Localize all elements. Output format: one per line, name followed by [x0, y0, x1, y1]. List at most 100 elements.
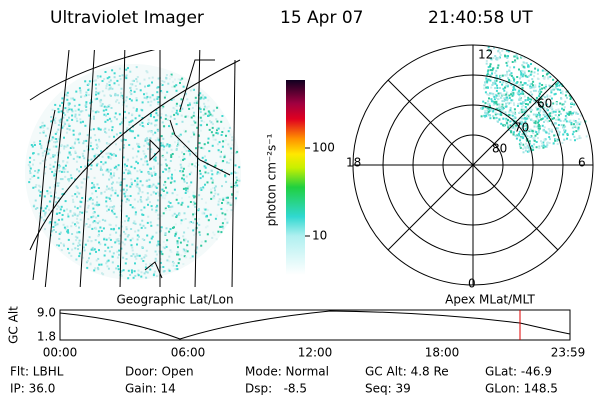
speckle [206, 233, 209, 236]
speckle [150, 205, 153, 208]
speckle [65, 94, 68, 97]
speckle [227, 143, 230, 146]
speckle [156, 199, 159, 202]
speckle [537, 107, 540, 110]
speckle [507, 60, 510, 63]
speckle [536, 113, 539, 116]
speckle [92, 110, 95, 113]
speckle [496, 107, 499, 110]
speckle [543, 121, 545, 123]
speckle [495, 56, 498, 59]
speckle [108, 87, 111, 90]
speckle [564, 129, 567, 132]
speckle [96, 196, 98, 199]
speckle [116, 256, 119, 259]
speckle [230, 182, 233, 185]
speckle [152, 274, 155, 277]
speckle [570, 101, 573, 104]
speckle [223, 169, 226, 172]
speckle [105, 262, 108, 265]
speckle [74, 247, 77, 250]
speckle [74, 152, 77, 154]
speckle [114, 94, 116, 97]
speckle [160, 163, 163, 166]
speckle [133, 198, 136, 201]
speckle [207, 99, 210, 102]
speckle [92, 128, 95, 131]
speckle [128, 144, 131, 146]
speckle [159, 116, 162, 119]
speckle [111, 186, 114, 189]
speckle [559, 102, 562, 105]
x-label: 23:59 [551, 346, 586, 360]
speckle [532, 80, 535, 83]
speckle [519, 123, 522, 125]
speckle [194, 152, 197, 154]
speckle [211, 114, 214, 117]
speckle [110, 228, 113, 231]
speckle [523, 124, 526, 127]
speckle [199, 169, 201, 172]
speckle [544, 112, 547, 115]
speckle [170, 154, 173, 157]
speckle [187, 104, 190, 107]
speckle [33, 141, 36, 144]
speckle [546, 145, 548, 148]
speckle [179, 110, 182, 112]
speckle [93, 248, 96, 251]
speckle [64, 123, 67, 126]
speckle [556, 127, 559, 130]
speckle [148, 77, 151, 80]
speckle [107, 170, 110, 173]
speckle [107, 246, 110, 249]
speckle [115, 143, 117, 146]
speckle [111, 129, 114, 132]
speckle [94, 190, 97, 193]
speckle [486, 93, 489, 96]
speckle [85, 261, 88, 264]
speckle [120, 274, 123, 277]
speckle [67, 231, 70, 234]
speckle [525, 124, 528, 127]
speckle [87, 163, 90, 166]
speckle [546, 144, 549, 147]
speckle [500, 107, 503, 110]
speckle [142, 260, 145, 262]
speckle [65, 131, 68, 134]
speckle [167, 268, 170, 271]
speckle [79, 205, 82, 208]
speckle [178, 213, 181, 216]
speckle [519, 75, 522, 78]
speckle [156, 224, 159, 227]
speckle [50, 217, 53, 220]
speckle [63, 244, 65, 247]
speckle [71, 97, 74, 100]
speckle [110, 246, 113, 248]
speckle [66, 230, 69, 233]
speckle [124, 139, 127, 141]
speckle [199, 129, 202, 132]
speckle [31, 145, 34, 148]
speckle [108, 104, 111, 107]
speckle [236, 191, 239, 193]
speckle [225, 196, 228, 199]
speckle [56, 244, 58, 247]
speckle [127, 277, 130, 280]
speckle [565, 90, 568, 93]
speckle [29, 167, 32, 170]
speckle [521, 124, 524, 127]
speckle [585, 135, 588, 138]
speckle [556, 82, 558, 85]
speckle [67, 107, 70, 109]
speckle [166, 118, 169, 121]
speckle [514, 127, 516, 130]
speckle [41, 124, 44, 127]
speckle [112, 228, 115, 231]
speckle [518, 130, 521, 133]
speckle [60, 110, 63, 113]
speckle [506, 101, 509, 104]
colorbar-tick-label: 10 [312, 229, 327, 243]
speckle [558, 114, 560, 117]
speckle [575, 126, 577, 129]
speckle [134, 179, 136, 182]
